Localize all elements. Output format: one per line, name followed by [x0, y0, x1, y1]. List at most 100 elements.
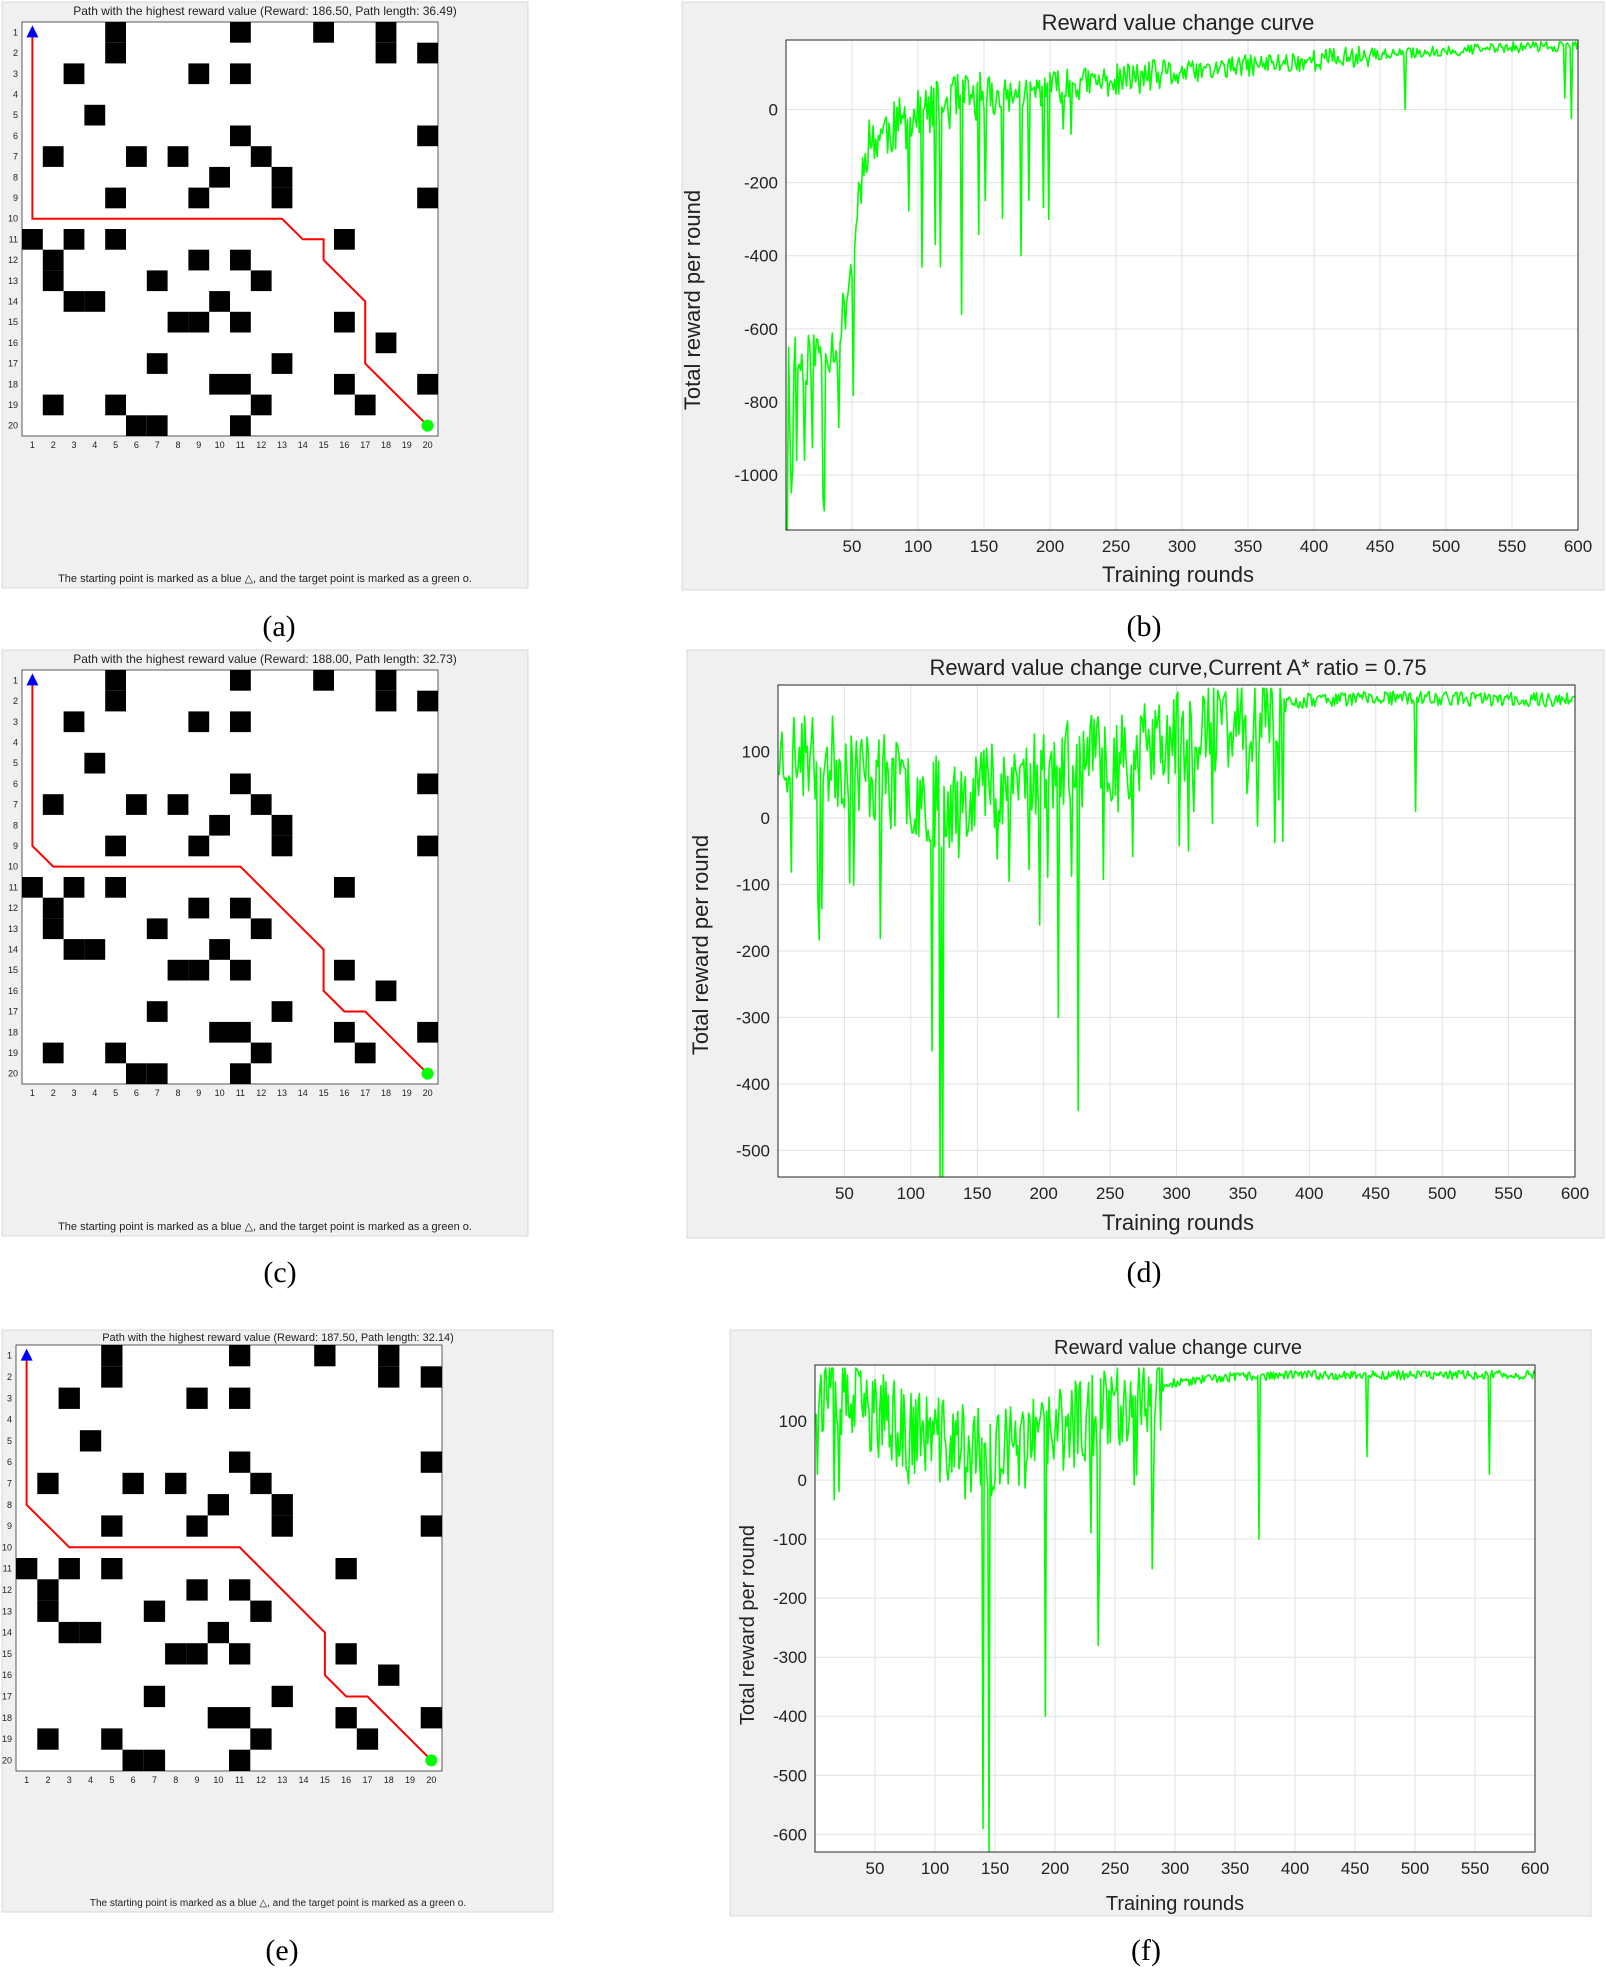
y-tick-label: 10	[2, 1542, 12, 1552]
x-tick-label: 400	[1281, 1859, 1309, 1878]
y-tick-label: 20	[8, 421, 18, 431]
obstacle-cell	[229, 1345, 251, 1367]
obstacle-cell	[63, 229, 85, 250]
y-tick-label: 8	[7, 1500, 12, 1510]
obstacle-cell	[420, 1707, 442, 1729]
x-tick-label: 250	[1102, 537, 1130, 556]
obstacle-cell	[207, 1494, 229, 1516]
obstacle-cell	[42, 918, 64, 940]
x-tick-label: 15	[319, 440, 329, 450]
obstacle-cell	[37, 1600, 59, 1622]
x-tick-label: 9	[196, 440, 201, 450]
obstacle-cell	[143, 1600, 166, 1622]
obstacle-cell	[188, 835, 210, 857]
y-tick-label: -400	[773, 1707, 807, 1726]
grid-map-panel-c: Path with the highest reward value (Rewa…	[1, 649, 529, 1237]
y-tick-label: -600	[773, 1825, 807, 1844]
plot-frame	[777, 684, 1576, 1178]
x-tick-label: 6	[134, 1088, 139, 1098]
y-tick-label: 14	[8, 944, 18, 954]
obstacle-cell	[271, 187, 293, 209]
x-tick-label: 100	[904, 537, 932, 556]
x-tick-label: 14	[298, 1088, 308, 1098]
obstacle-cell	[271, 835, 293, 857]
subfigure-label-b: (b)	[1127, 610, 1162, 643]
obstacle-cell	[375, 22, 397, 43]
goal-marker	[425, 1754, 438, 1767]
x-tick-label: 13	[277, 1775, 287, 1785]
obstacle-cell	[334, 959, 355, 981]
x-tick-label: 16	[339, 1088, 349, 1098]
x-tick-label: 300	[1161, 1859, 1189, 1878]
x-tick-label: 12	[256, 1088, 266, 1098]
obstacle-cell	[126, 794, 147, 815]
y-tick-label: 5	[13, 110, 18, 120]
x-tick-label: 2	[51, 440, 56, 450]
x-tick-label: 600	[1561, 1184, 1589, 1203]
plot-frame	[785, 39, 1579, 531]
obstacle-cell	[230, 415, 251, 436]
chart-xlabel: Training rounds	[1102, 562, 1254, 587]
obstacle-cell	[146, 353, 168, 374]
obstacle-cell	[250, 1728, 272, 1750]
y-tick-label: 8	[13, 172, 18, 182]
y-tick-label: 11	[3, 1564, 12, 1574]
y-tick-label: 16	[8, 986, 18, 996]
y-tick-label: 15	[8, 317, 18, 327]
chart-title: Reward value change curve,Current A* rat…	[929, 655, 1426, 680]
reward-chart-panel-d: Reward value change curve,Current A* rat…	[686, 649, 1605, 1239]
y-tick-label: 100	[779, 1412, 807, 1431]
obstacle-cell	[417, 690, 438, 712]
y-tick-label: -200	[744, 174, 778, 193]
obstacle-cell	[101, 1728, 123, 1750]
grid-xlabel: The starting point is marked as a blue △…	[58, 1221, 472, 1233]
obstacle-cell	[250, 918, 272, 940]
obstacle-cell	[209, 291, 230, 312]
obstacle-cell	[126, 1063, 147, 1084]
y-tick-label: 4	[13, 89, 18, 99]
y-tick-label: 13	[8, 276, 18, 286]
y-tick-label: 0	[798, 1471, 807, 1490]
x-tick-label: 450	[1341, 1859, 1369, 1878]
obstacle-cell	[42, 897, 64, 919]
obstacle-cell	[229, 1643, 251, 1665]
x-tick-label: 12	[256, 440, 266, 450]
goal-marker	[421, 419, 434, 432]
y-tick-label: 3	[7, 1393, 12, 1403]
x-tick-label: 100	[897, 1184, 925, 1203]
y-tick-label: 1	[13, 27, 18, 37]
y-tick-label: 15	[8, 965, 18, 975]
obstacle-cell	[42, 794, 64, 815]
obstacle-cell	[271, 1494, 293, 1516]
x-tick-label: 14	[298, 440, 308, 450]
x-tick-label: 1	[30, 440, 35, 450]
x-tick-label: 550	[1498, 537, 1526, 556]
obstacle-cell	[167, 959, 189, 981]
x-tick-label: 16	[339, 440, 349, 450]
obstacle-cell	[378, 1345, 400, 1367]
obstacle-cell	[207, 1707, 229, 1729]
x-tick-label: 20	[426, 1775, 436, 1785]
y-tick-label: -200	[773, 1589, 807, 1608]
obstacle-cell	[375, 332, 397, 354]
x-tick-label: 18	[384, 1775, 394, 1785]
x-tick-label: 600	[1564, 537, 1592, 556]
obstacle-cell	[335, 1643, 357, 1665]
obstacle-cell	[230, 125, 251, 147]
x-tick-label: 18	[381, 1088, 391, 1098]
y-tick-label: 17	[8, 1007, 18, 1017]
obstacle-cell	[37, 1472, 59, 1495]
obstacle-cell	[188, 959, 210, 981]
x-tick-label: 500	[1401, 1859, 1429, 1878]
obstacle-cell	[250, 1042, 272, 1064]
obstacle-cell	[143, 1749, 166, 1771]
obstacle-cell	[167, 311, 189, 333]
y-tick-label: 17	[2, 1691, 12, 1701]
y-tick-label: -800	[744, 393, 778, 412]
obstacle-cell	[230, 373, 251, 395]
x-tick-label: 250	[1096, 1184, 1124, 1203]
best-path-line	[31, 32, 429, 427]
obstacle-cell	[250, 394, 272, 416]
y-tick-label: 11	[9, 882, 18, 892]
goal-marker	[421, 1067, 434, 1080]
